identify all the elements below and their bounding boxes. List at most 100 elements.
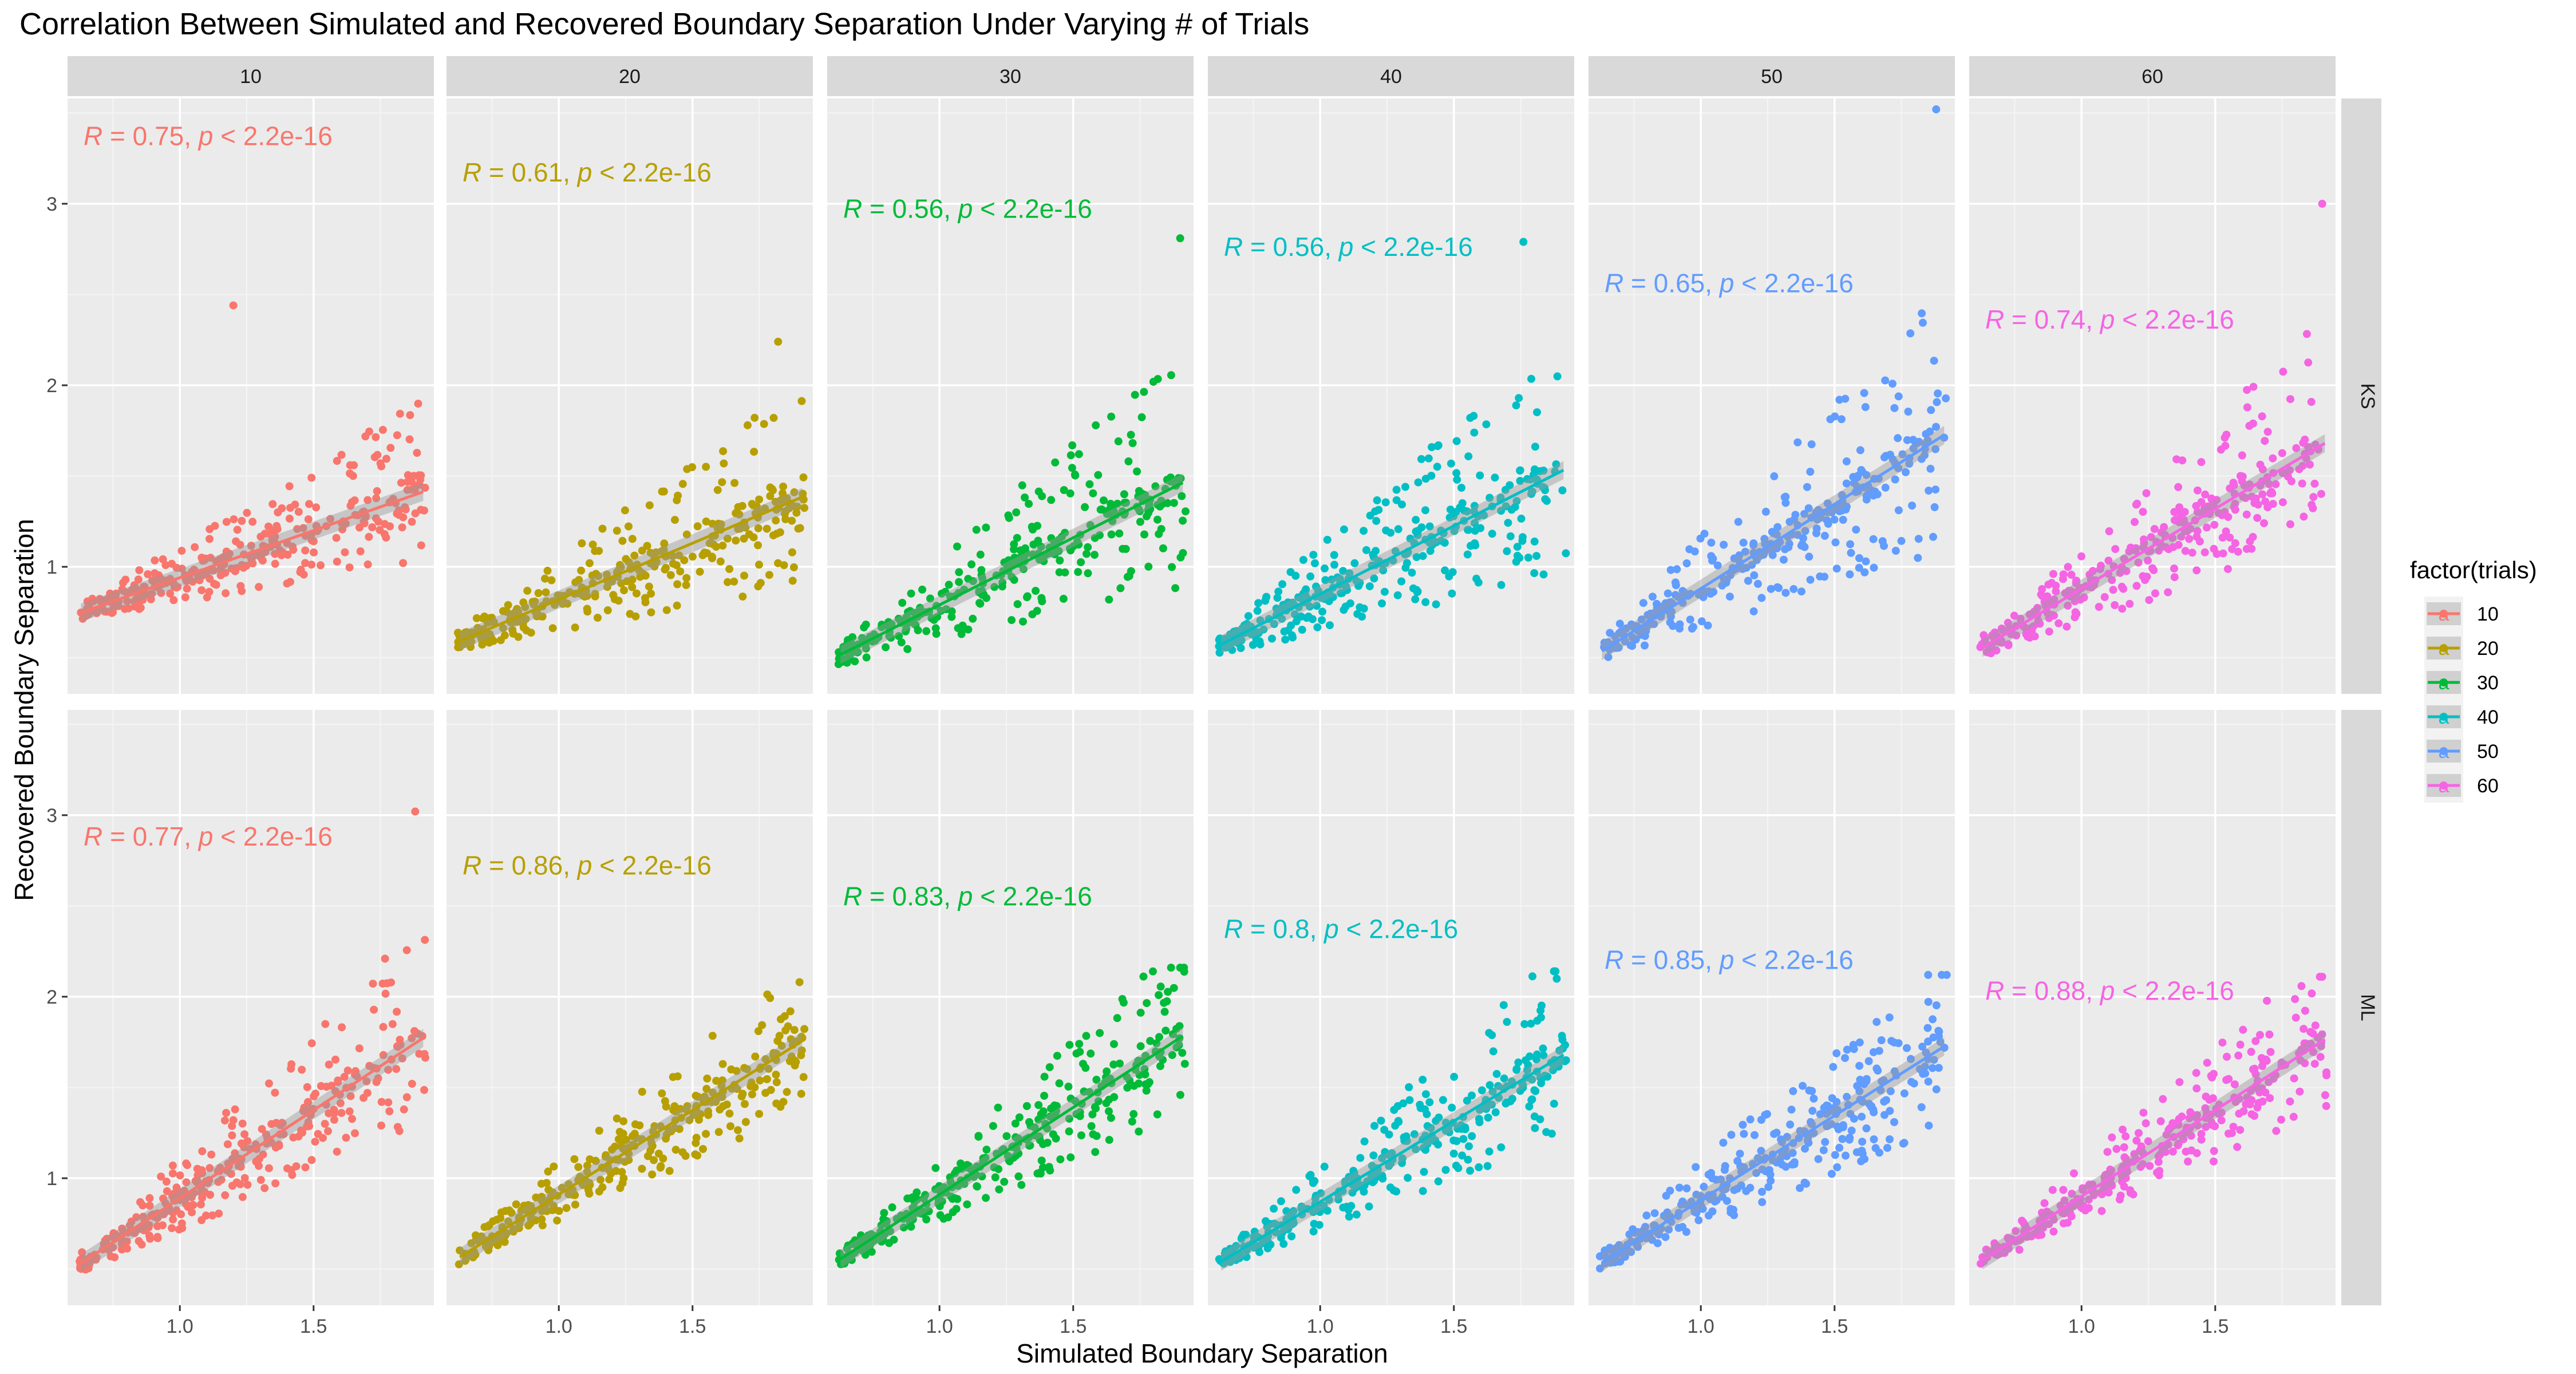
data-point [2321,1091,2329,1099]
data-point [1932,1001,1941,1009]
data-point [299,524,307,532]
data-point [2200,503,2208,512]
data-point [1244,612,1253,621]
data-point [2322,1071,2331,1080]
data-point [1447,459,1455,468]
data-point [1641,641,1649,650]
data-point [1924,970,1933,979]
data-point [1366,511,1374,520]
data-point [338,525,347,534]
data-point [2142,1119,2150,1128]
data-point [1768,546,1776,554]
data-point [1761,507,1770,516]
data-point [673,580,682,589]
data-point [222,589,230,598]
data-point [1491,1108,1500,1116]
data-point [1862,1124,1871,1132]
data-point [2296,1087,2304,1096]
chart-title: Correlation Between Simulated and Recove… [19,7,1309,41]
data-point [264,1079,273,1088]
data-point [1704,621,1712,630]
data-point [2111,601,2119,609]
data-point [521,603,530,611]
data-point [326,515,335,523]
data-point [2037,590,2045,599]
data-point [2238,451,2246,460]
data-point [1411,595,1420,603]
data-point [1365,582,1374,591]
data-point [1066,1153,1075,1162]
data-point [1003,562,1012,570]
data-point [933,613,942,621]
data-point [1040,1092,1049,1100]
data-point [1704,1211,1713,1220]
data-point [1930,503,1939,511]
data-point [1730,554,1739,563]
data-point [1114,437,1123,445]
data-point [238,516,246,525]
data-point [2145,596,2154,605]
data-point [2292,444,2301,452]
data-point [1531,443,1539,451]
data-point [1308,615,1317,623]
data-point [1131,390,1139,399]
data-point [1326,621,1334,630]
data-point [718,478,726,487]
data-point [1452,469,1461,477]
data-point [398,523,406,532]
data-point [766,994,775,1002]
data-point [1497,581,1506,589]
data-point [1931,485,1940,494]
data-point [1417,523,1426,532]
data-point [963,1200,971,1209]
data-point [1833,1163,1842,1171]
data-point [638,546,646,555]
data-point [1432,600,1440,609]
data-point [795,978,804,986]
data-point [1741,547,1749,556]
data-point [591,590,599,598]
data-point [402,1093,411,1101]
data-point [1773,541,1782,550]
data-point [1942,394,1950,402]
data-point [901,627,910,635]
data-point [1002,1132,1011,1140]
data-point [583,605,591,613]
data-point [307,1039,316,1048]
data-point [1869,491,1878,500]
data-point [345,563,354,572]
data-point [1015,1113,1024,1122]
data-point [1085,480,1094,488]
data-point [411,807,420,816]
data-point [613,527,621,535]
data-point [2063,622,2071,631]
data-point [1980,631,1988,639]
data-point [1087,1122,1096,1130]
data-point [1911,438,1919,447]
data-point [385,1107,394,1116]
data-point [1699,593,1708,601]
data-point [223,1140,232,1148]
data-point [311,1138,319,1146]
legend-label-20: 20 [2477,638,2499,660]
data-point [1730,1211,1739,1219]
data-point [1178,1049,1187,1057]
data-point [168,1161,177,1170]
data-point [745,530,753,539]
data-point [372,433,380,441]
data-point [780,561,788,570]
data-point [330,1115,338,1124]
data-point [797,1089,805,1098]
data-point [2271,480,2280,488]
data-point [1552,460,1560,468]
data-point [734,1126,742,1135]
data-point [1872,1064,1881,1073]
data-point [1801,527,1809,535]
data-point [2210,1157,2218,1166]
data-point [1733,1157,1742,1165]
data-point [1309,1227,1318,1235]
panel-ks-10: R = 0.75, p < 2.2e-16 [68,98,434,694]
data-point [381,989,390,998]
data-point [698,551,707,559]
data-point [779,482,788,491]
